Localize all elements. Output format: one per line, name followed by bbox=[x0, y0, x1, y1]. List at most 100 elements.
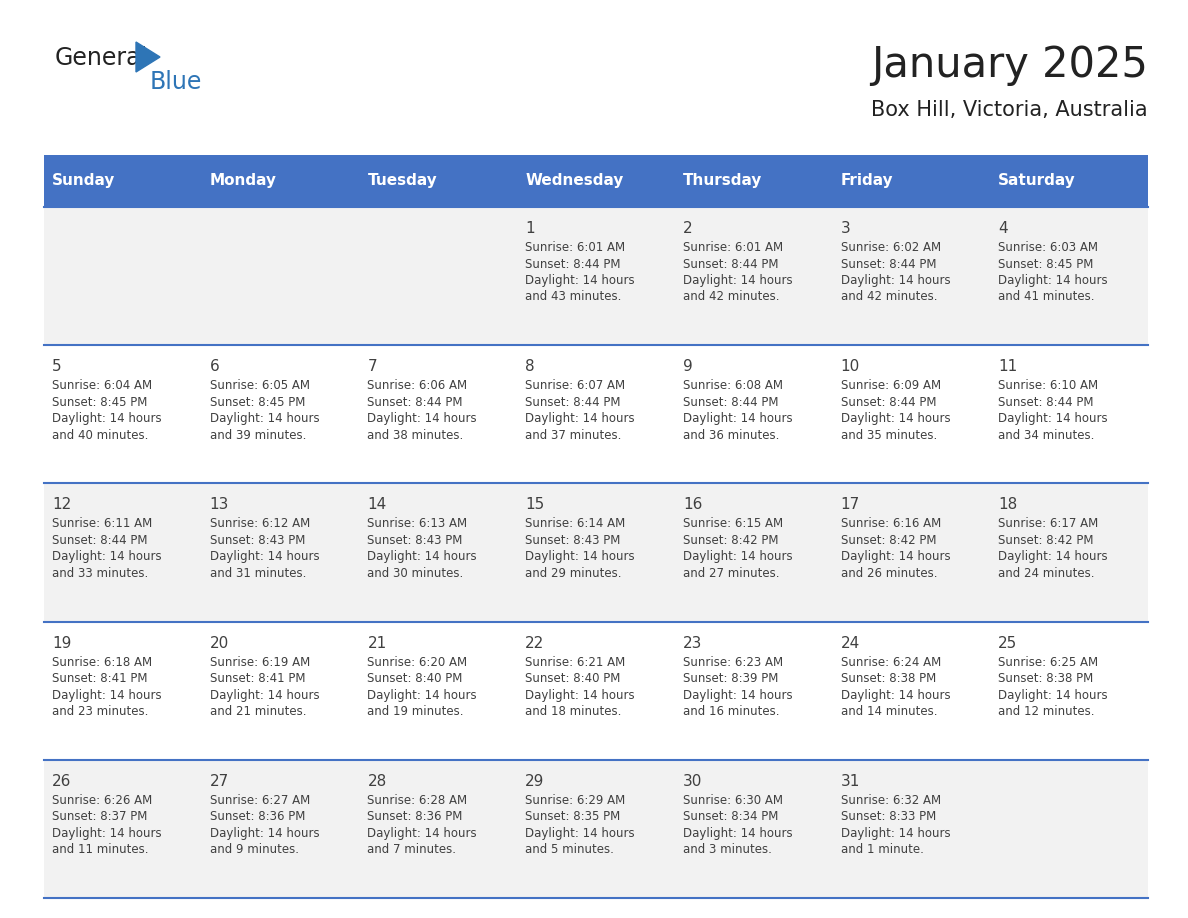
Text: Sunrise: 6:06 AM: Sunrise: 6:06 AM bbox=[367, 379, 468, 392]
Text: and 14 minutes.: and 14 minutes. bbox=[841, 705, 937, 718]
Text: Sunrise: 6:29 AM: Sunrise: 6:29 AM bbox=[525, 794, 625, 807]
Text: Sunrise: 6:03 AM: Sunrise: 6:03 AM bbox=[998, 241, 1098, 254]
Text: 19: 19 bbox=[52, 635, 71, 651]
Text: Sunrise: 6:02 AM: Sunrise: 6:02 AM bbox=[841, 241, 941, 254]
Text: General: General bbox=[55, 46, 148, 70]
Text: Sunset: 8:34 PM: Sunset: 8:34 PM bbox=[683, 811, 778, 823]
Text: Daylight: 14 hours: Daylight: 14 hours bbox=[683, 827, 792, 840]
Bar bbox=[44, 621, 1148, 760]
Text: Daylight: 14 hours: Daylight: 14 hours bbox=[210, 412, 320, 425]
Text: Sunrise: 6:17 AM: Sunrise: 6:17 AM bbox=[998, 518, 1099, 531]
Text: Sunrise: 6:30 AM: Sunrise: 6:30 AM bbox=[683, 794, 783, 807]
Text: Sunrise: 6:20 AM: Sunrise: 6:20 AM bbox=[367, 655, 468, 668]
Text: January 2025: January 2025 bbox=[871, 44, 1148, 86]
Text: Sunday: Sunday bbox=[52, 174, 115, 188]
Text: Sunrise: 6:16 AM: Sunrise: 6:16 AM bbox=[841, 518, 941, 531]
Bar bbox=[991, 155, 1148, 207]
Text: Sunset: 8:38 PM: Sunset: 8:38 PM bbox=[841, 672, 936, 685]
Text: Daylight: 14 hours: Daylight: 14 hours bbox=[998, 688, 1108, 701]
Text: Daylight: 14 hours: Daylight: 14 hours bbox=[367, 827, 478, 840]
Text: and 42 minutes.: and 42 minutes. bbox=[841, 290, 937, 304]
Text: Sunset: 8:36 PM: Sunset: 8:36 PM bbox=[210, 811, 305, 823]
Text: Sunrise: 6:09 AM: Sunrise: 6:09 AM bbox=[841, 379, 941, 392]
Text: Daylight: 14 hours: Daylight: 14 hours bbox=[525, 827, 634, 840]
Text: 9: 9 bbox=[683, 359, 693, 375]
Text: 5: 5 bbox=[52, 359, 62, 375]
Text: Sunset: 8:43 PM: Sunset: 8:43 PM bbox=[367, 534, 463, 547]
Text: 25: 25 bbox=[998, 635, 1018, 651]
Text: Sunset: 8:44 PM: Sunset: 8:44 PM bbox=[998, 396, 1094, 409]
Text: Daylight: 14 hours: Daylight: 14 hours bbox=[841, 274, 950, 287]
Text: and 7 minutes.: and 7 minutes. bbox=[367, 844, 456, 856]
Text: 30: 30 bbox=[683, 774, 702, 789]
Text: Sunrise: 6:10 AM: Sunrise: 6:10 AM bbox=[998, 379, 1099, 392]
Text: Saturday: Saturday bbox=[998, 174, 1076, 188]
Text: and 23 minutes.: and 23 minutes. bbox=[52, 705, 148, 718]
Text: Sunrise: 6:14 AM: Sunrise: 6:14 AM bbox=[525, 518, 625, 531]
Text: Sunset: 8:41 PM: Sunset: 8:41 PM bbox=[210, 672, 305, 685]
Text: 1: 1 bbox=[525, 221, 535, 236]
Text: Daylight: 14 hours: Daylight: 14 hours bbox=[367, 412, 478, 425]
Text: and 41 minutes.: and 41 minutes. bbox=[998, 290, 1095, 304]
Text: Sunset: 8:36 PM: Sunset: 8:36 PM bbox=[367, 811, 463, 823]
Text: and 3 minutes.: and 3 minutes. bbox=[683, 844, 772, 856]
Text: 21: 21 bbox=[367, 635, 386, 651]
Bar bbox=[675, 155, 833, 207]
Bar bbox=[44, 345, 1148, 484]
Text: 26: 26 bbox=[52, 774, 71, 789]
Text: Daylight: 14 hours: Daylight: 14 hours bbox=[210, 551, 320, 564]
Text: 15: 15 bbox=[525, 498, 544, 512]
Text: 6: 6 bbox=[210, 359, 220, 375]
Text: Wednesday: Wednesday bbox=[525, 174, 624, 188]
Text: Sunrise: 6:32 AM: Sunrise: 6:32 AM bbox=[841, 794, 941, 807]
Text: Sunset: 8:42 PM: Sunset: 8:42 PM bbox=[683, 534, 778, 547]
Text: 28: 28 bbox=[367, 774, 386, 789]
Text: Sunset: 8:45 PM: Sunset: 8:45 PM bbox=[52, 396, 147, 409]
Text: Daylight: 14 hours: Daylight: 14 hours bbox=[841, 551, 950, 564]
Text: Sunrise: 6:26 AM: Sunrise: 6:26 AM bbox=[52, 794, 152, 807]
Text: Daylight: 14 hours: Daylight: 14 hours bbox=[52, 412, 162, 425]
Text: Sunset: 8:44 PM: Sunset: 8:44 PM bbox=[525, 396, 620, 409]
Text: 24: 24 bbox=[841, 635, 860, 651]
Bar bbox=[517, 155, 675, 207]
Text: Sunset: 8:45 PM: Sunset: 8:45 PM bbox=[210, 396, 305, 409]
Text: Daylight: 14 hours: Daylight: 14 hours bbox=[210, 827, 320, 840]
Text: Sunrise: 6:01 AM: Sunrise: 6:01 AM bbox=[683, 241, 783, 254]
Text: Sunset: 8:42 PM: Sunset: 8:42 PM bbox=[998, 534, 1094, 547]
Text: and 5 minutes.: and 5 minutes. bbox=[525, 844, 614, 856]
Text: and 38 minutes.: and 38 minutes. bbox=[367, 429, 463, 442]
Text: and 29 minutes.: and 29 minutes. bbox=[525, 567, 621, 580]
Text: Tuesday: Tuesday bbox=[367, 174, 437, 188]
Text: and 42 minutes.: and 42 minutes. bbox=[683, 290, 779, 304]
Text: and 39 minutes.: and 39 minutes. bbox=[210, 429, 307, 442]
Text: Daylight: 14 hours: Daylight: 14 hours bbox=[998, 274, 1108, 287]
Text: Daylight: 14 hours: Daylight: 14 hours bbox=[525, 551, 634, 564]
Text: and 18 minutes.: and 18 minutes. bbox=[525, 705, 621, 718]
Text: Sunset: 8:39 PM: Sunset: 8:39 PM bbox=[683, 672, 778, 685]
Text: Sunrise: 6:11 AM: Sunrise: 6:11 AM bbox=[52, 518, 152, 531]
Text: Sunset: 8:44 PM: Sunset: 8:44 PM bbox=[841, 258, 936, 271]
Text: Sunset: 8:43 PM: Sunset: 8:43 PM bbox=[525, 534, 620, 547]
Text: Sunset: 8:44 PM: Sunset: 8:44 PM bbox=[367, 396, 463, 409]
Text: Sunset: 8:40 PM: Sunset: 8:40 PM bbox=[367, 672, 463, 685]
Text: Daylight: 14 hours: Daylight: 14 hours bbox=[52, 688, 162, 701]
Text: 3: 3 bbox=[841, 221, 851, 236]
Text: 4: 4 bbox=[998, 221, 1007, 236]
Text: and 36 minutes.: and 36 minutes. bbox=[683, 429, 779, 442]
Text: Daylight: 14 hours: Daylight: 14 hours bbox=[998, 412, 1108, 425]
Text: Sunset: 8:44 PM: Sunset: 8:44 PM bbox=[683, 258, 778, 271]
Text: Sunrise: 6:19 AM: Sunrise: 6:19 AM bbox=[210, 655, 310, 668]
Text: Sunrise: 6:04 AM: Sunrise: 6:04 AM bbox=[52, 379, 152, 392]
Text: Daylight: 14 hours: Daylight: 14 hours bbox=[367, 551, 478, 564]
Bar bbox=[44, 760, 1148, 898]
Text: Sunrise: 6:07 AM: Sunrise: 6:07 AM bbox=[525, 379, 625, 392]
Text: Sunset: 8:45 PM: Sunset: 8:45 PM bbox=[998, 258, 1094, 271]
Text: Sunrise: 6:08 AM: Sunrise: 6:08 AM bbox=[683, 379, 783, 392]
Text: Daylight: 14 hours: Daylight: 14 hours bbox=[525, 412, 634, 425]
Text: and 24 minutes.: and 24 minutes. bbox=[998, 567, 1095, 580]
Text: Daylight: 14 hours: Daylight: 14 hours bbox=[683, 412, 792, 425]
Text: Friday: Friday bbox=[841, 174, 893, 188]
Text: and 35 minutes.: and 35 minutes. bbox=[841, 429, 937, 442]
Text: 11: 11 bbox=[998, 359, 1018, 375]
Text: Sunset: 8:37 PM: Sunset: 8:37 PM bbox=[52, 811, 147, 823]
